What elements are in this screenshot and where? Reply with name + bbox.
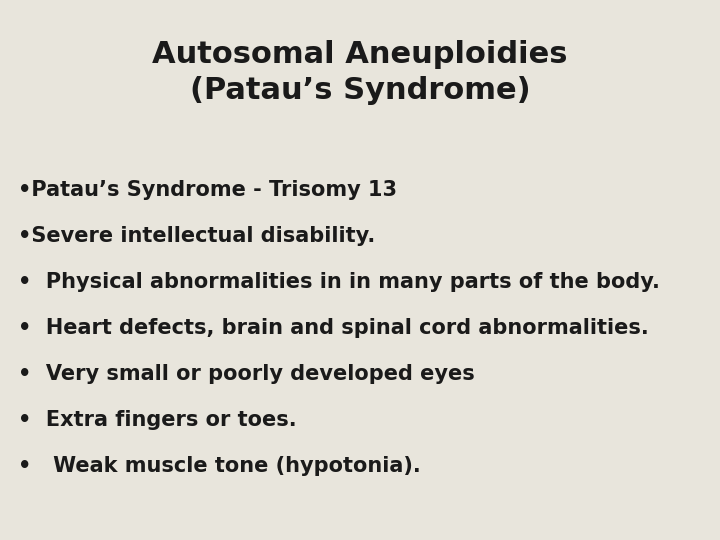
Text: •   Weak muscle tone (hypotonia).: • Weak muscle tone (hypotonia). (18, 456, 420, 476)
Text: •  Heart defects, brain and spinal cord abnormalities.: • Heart defects, brain and spinal cord a… (18, 318, 649, 338)
Text: •  Physical abnormalities in in many parts of the body.: • Physical abnormalities in in many part… (18, 272, 660, 292)
Text: •Patau’s Syndrome - Trisomy 13: •Patau’s Syndrome - Trisomy 13 (18, 180, 397, 200)
Text: Autosomal Aneuploidies
(Patau’s Syndrome): Autosomal Aneuploidies (Patau’s Syndrome… (152, 40, 568, 105)
Text: •  Extra fingers or toes.: • Extra fingers or toes. (18, 410, 297, 430)
Text: •Severe intellectual disability.: •Severe intellectual disability. (18, 226, 375, 246)
Text: •  Very small or poorly developed eyes: • Very small or poorly developed eyes (18, 364, 474, 384)
